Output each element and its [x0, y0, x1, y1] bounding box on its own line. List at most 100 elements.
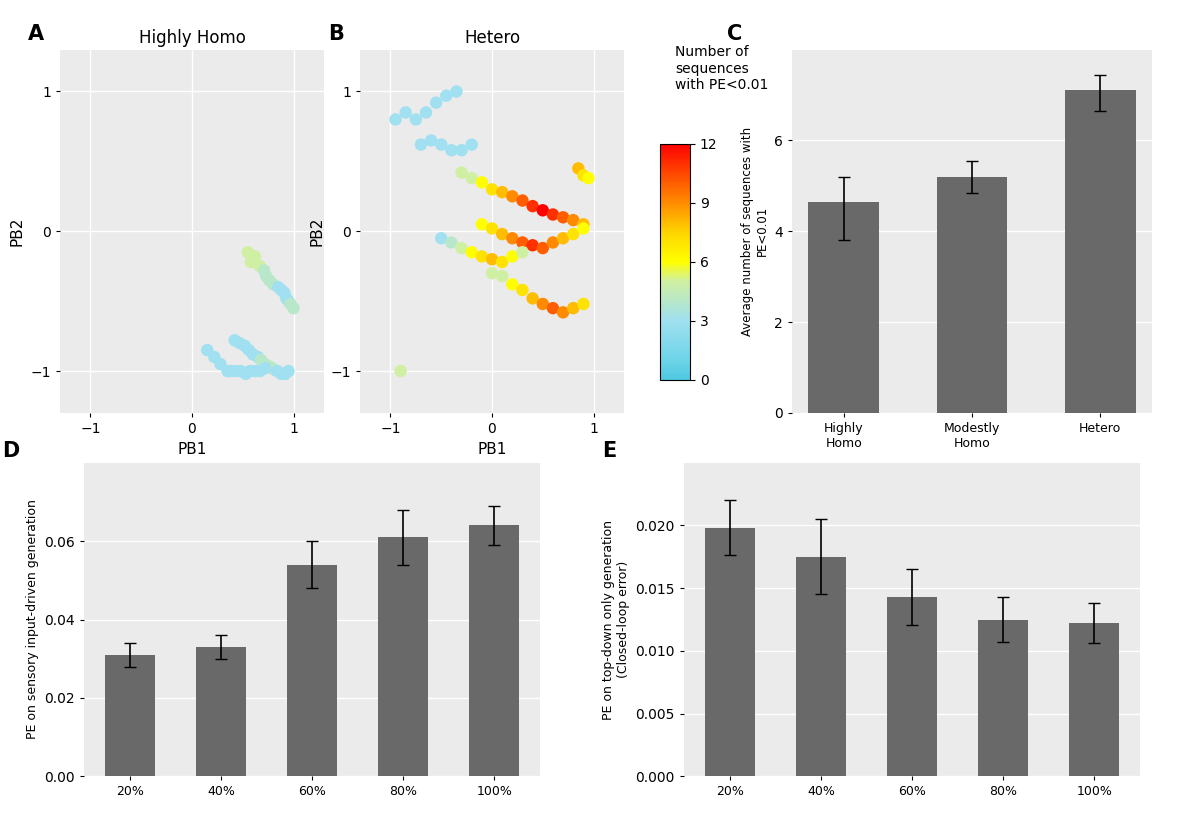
Point: [569, 162, 588, 175]
Y-axis label: PB2: PB2: [10, 216, 25, 246]
Point: [396, 106, 415, 119]
Point: [239, 344, 258, 357]
X-axis label: PB1: PB1: [178, 442, 206, 457]
Point: [492, 255, 511, 268]
Point: [503, 249, 522, 263]
Point: [442, 236, 461, 249]
Point: [211, 358, 230, 371]
Point: [235, 339, 254, 353]
Point: [452, 241, 472, 254]
Point: [574, 222, 593, 235]
Point: [503, 190, 522, 203]
Point: [251, 364, 270, 377]
Y-axis label: Average number of sequences with
PE<0.01: Average number of sequences with PE<0.01: [740, 126, 768, 336]
Point: [553, 231, 572, 244]
Point: [574, 218, 593, 231]
Point: [473, 249, 492, 263]
Point: [473, 218, 492, 231]
Point: [482, 222, 502, 235]
Point: [416, 106, 436, 119]
Point: [503, 231, 522, 244]
Point: [241, 255, 260, 268]
Point: [226, 364, 245, 377]
Point: [512, 194, 532, 207]
Point: [452, 144, 472, 157]
Point: [446, 85, 466, 98]
Point: [256, 362, 275, 375]
Point: [265, 363, 284, 377]
Text: Number of
sequences
with PE<0.01: Number of sequences with PE<0.01: [674, 45, 768, 92]
Point: [254, 263, 274, 277]
Bar: [978, 620, 1028, 776]
Bar: [196, 647, 246, 776]
Bar: [704, 528, 755, 776]
Point: [248, 350, 268, 363]
Point: [523, 239, 542, 252]
Point: [533, 241, 552, 254]
Point: [259, 273, 278, 287]
Point: [564, 301, 583, 315]
Bar: [104, 655, 155, 776]
Point: [271, 368, 290, 381]
Point: [391, 364, 410, 377]
Bar: [1069, 624, 1120, 776]
Point: [251, 259, 270, 273]
Point: [239, 245, 258, 259]
Point: [221, 364, 240, 377]
Point: [198, 344, 217, 357]
Point: [482, 253, 502, 266]
Point: [271, 283, 290, 297]
Point: [512, 245, 532, 259]
Text: C: C: [727, 24, 743, 44]
Point: [512, 283, 532, 297]
Point: [533, 297, 552, 311]
Text: D: D: [2, 440, 19, 461]
Point: [232, 364, 251, 377]
Point: [482, 267, 502, 280]
Point: [284, 301, 304, 315]
Point: [462, 172, 481, 185]
Bar: [809, 202, 878, 413]
Point: [578, 172, 598, 185]
Y-axis label: PB2: PB2: [310, 216, 325, 246]
Bar: [1066, 91, 1135, 413]
Point: [442, 144, 461, 157]
Point: [205, 350, 224, 363]
Bar: [796, 557, 846, 776]
Point: [564, 213, 583, 226]
Point: [245, 249, 264, 263]
Point: [544, 208, 563, 221]
Text: Higher/lower-level FC$_\mathregular{model}$: Higher/lower-level FC$_\mathregular{mode…: [222, 824, 402, 826]
Point: [492, 186, 511, 199]
Point: [412, 138, 431, 151]
Point: [275, 286, 294, 299]
Bar: [887, 597, 937, 776]
Point: [278, 364, 298, 377]
Point: [236, 368, 256, 381]
Point: [553, 211, 572, 224]
Point: [553, 306, 572, 319]
Point: [574, 297, 593, 311]
Point: [252, 354, 271, 367]
Y-axis label: PE on top-down only generation
(Closed-loop error): PE on top-down only generation (Closed-l…: [602, 520, 630, 719]
Bar: [378, 537, 428, 776]
Point: [544, 236, 563, 249]
Point: [277, 292, 296, 305]
Point: [462, 138, 481, 151]
Point: [268, 364, 287, 377]
Point: [269, 281, 288, 294]
Point: [452, 166, 472, 179]
Point: [278, 295, 298, 308]
Point: [533, 204, 552, 217]
Point: [386, 113, 406, 126]
Point: [574, 169, 593, 182]
Point: [257, 269, 276, 282]
Text: E: E: [602, 440, 616, 461]
Point: [256, 358, 275, 371]
Point: [281, 297, 300, 311]
Point: [503, 278, 522, 291]
Point: [218, 364, 238, 377]
Text: A: A: [29, 24, 44, 44]
Bar: [937, 177, 1007, 413]
Point: [245, 364, 264, 377]
